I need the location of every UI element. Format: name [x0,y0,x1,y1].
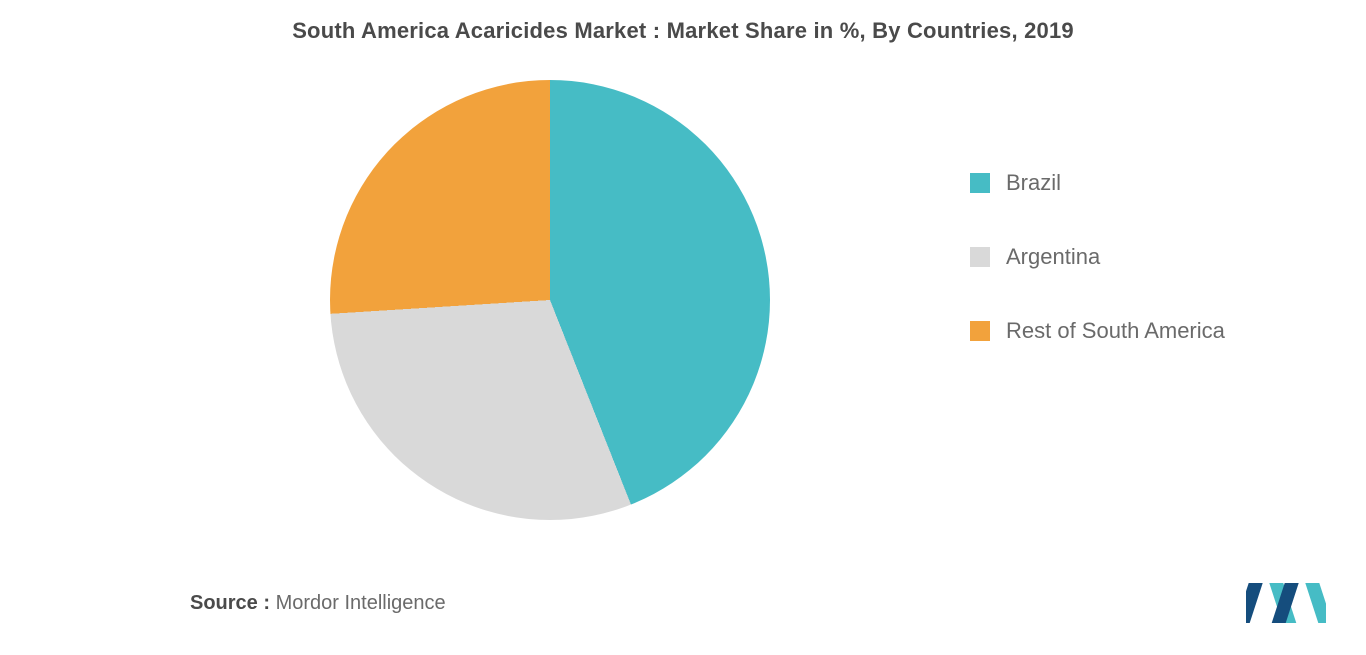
legend-label: Brazil [1006,170,1061,196]
legend-swatch [970,173,990,193]
source-value: Mordor Intelligence [276,592,446,614]
legend-label: Rest of South America [1006,318,1225,344]
chart-title: South America Acaricides Market : Market… [0,18,1366,44]
legend-item: Argentina [970,244,1225,270]
chart-container: South America Acaricides Market : Market… [0,0,1366,655]
source-label: Source : [190,592,276,614]
legend-label: Argentina [1006,244,1100,270]
legend-item: Rest of South America [970,318,1225,344]
mordor-intelligence-logo-icon [1246,579,1326,627]
legend-swatch [970,247,990,267]
pie-chart [330,80,770,520]
legend-swatch [970,321,990,341]
legend: Brazil Argentina Rest of South America [970,170,1225,344]
legend-item: Brazil [970,170,1225,196]
source-attribution: Source : Mordor Intelligence [190,592,446,615]
pie-graphic [330,80,770,520]
